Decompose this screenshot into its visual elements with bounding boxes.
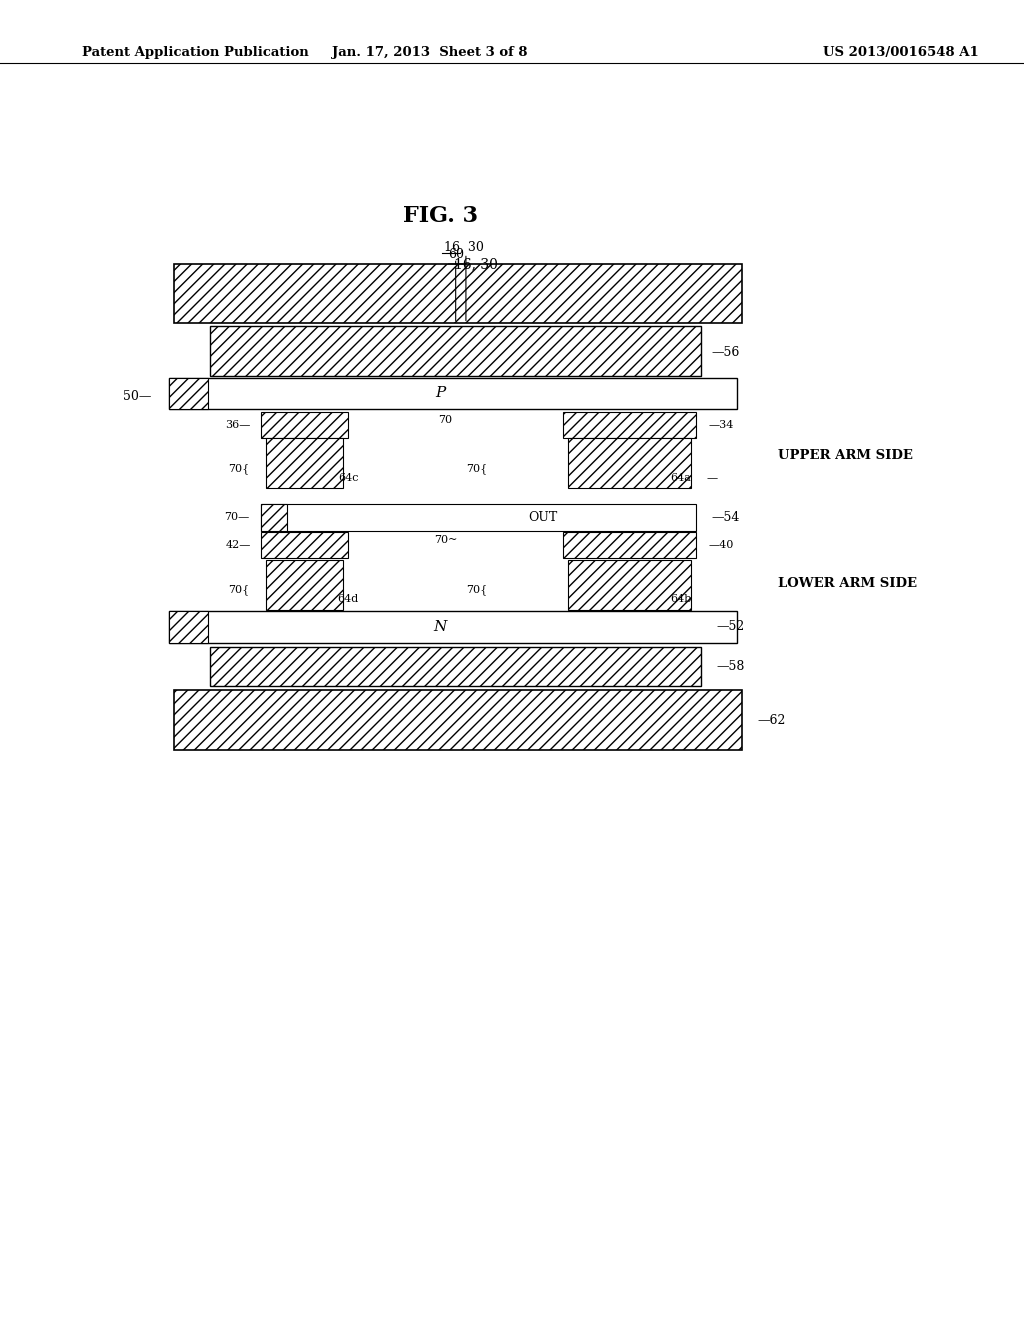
Text: 36—: 36— xyxy=(225,420,251,430)
Text: 70: 70 xyxy=(438,414,453,425)
Bar xyxy=(266,438,343,488)
Text: 50—: 50— xyxy=(123,389,152,403)
Text: —54: —54 xyxy=(712,511,740,524)
Text: —: — xyxy=(707,473,718,483)
Text: —34: —34 xyxy=(709,420,734,430)
Text: P: P xyxy=(435,387,445,400)
Bar xyxy=(568,560,691,610)
Text: 64a: 64a xyxy=(671,473,691,483)
Text: US 2013/0016548 A1: US 2013/0016548 A1 xyxy=(823,46,979,59)
Text: 64c: 64c xyxy=(338,473,358,483)
Text: —62: —62 xyxy=(758,714,786,727)
Text: Patent Application Publication: Patent Application Publication xyxy=(82,46,308,59)
Text: 64d: 64d xyxy=(338,594,358,605)
Text: 16, 30: 16, 30 xyxy=(444,240,483,253)
Text: N: N xyxy=(433,620,447,634)
Text: UPPER ARM SIDE: UPPER ARM SIDE xyxy=(778,449,913,462)
Text: 42—: 42— xyxy=(225,540,251,550)
Text: 60: 60 xyxy=(447,248,464,261)
Bar xyxy=(169,378,208,409)
Bar xyxy=(261,504,696,531)
Text: 70—: 70— xyxy=(224,512,250,523)
Bar xyxy=(563,412,696,438)
Bar xyxy=(169,611,208,643)
Text: 70{: 70{ xyxy=(466,585,487,595)
Bar xyxy=(174,690,742,750)
Text: Jan. 17, 2013  Sheet 3 of 8: Jan. 17, 2013 Sheet 3 of 8 xyxy=(333,46,527,59)
Text: LOWER ARM SIDE: LOWER ARM SIDE xyxy=(778,577,918,590)
Bar xyxy=(169,611,737,643)
Text: —56: —56 xyxy=(712,346,740,359)
Bar xyxy=(568,438,691,488)
Text: —40: —40 xyxy=(709,540,734,550)
Text: FIG. 3: FIG. 3 xyxy=(402,205,478,227)
Bar xyxy=(210,326,701,376)
Bar xyxy=(210,647,701,686)
Text: —58: —58 xyxy=(717,660,745,673)
Text: 70{: 70{ xyxy=(466,463,487,474)
Bar xyxy=(261,504,287,531)
Bar xyxy=(266,560,343,610)
Text: 70{: 70{ xyxy=(228,585,250,595)
Text: 64b: 64b xyxy=(671,594,692,605)
Text: 16, 30: 16, 30 xyxy=(455,257,498,272)
Bar xyxy=(174,264,742,323)
Text: —52: —52 xyxy=(717,620,745,634)
Bar xyxy=(563,532,696,558)
Bar xyxy=(169,378,737,409)
Text: OUT: OUT xyxy=(528,511,557,524)
Text: 70{: 70{ xyxy=(228,463,250,474)
Bar xyxy=(261,412,348,438)
Text: 70~: 70~ xyxy=(434,535,457,545)
Bar xyxy=(261,532,348,558)
